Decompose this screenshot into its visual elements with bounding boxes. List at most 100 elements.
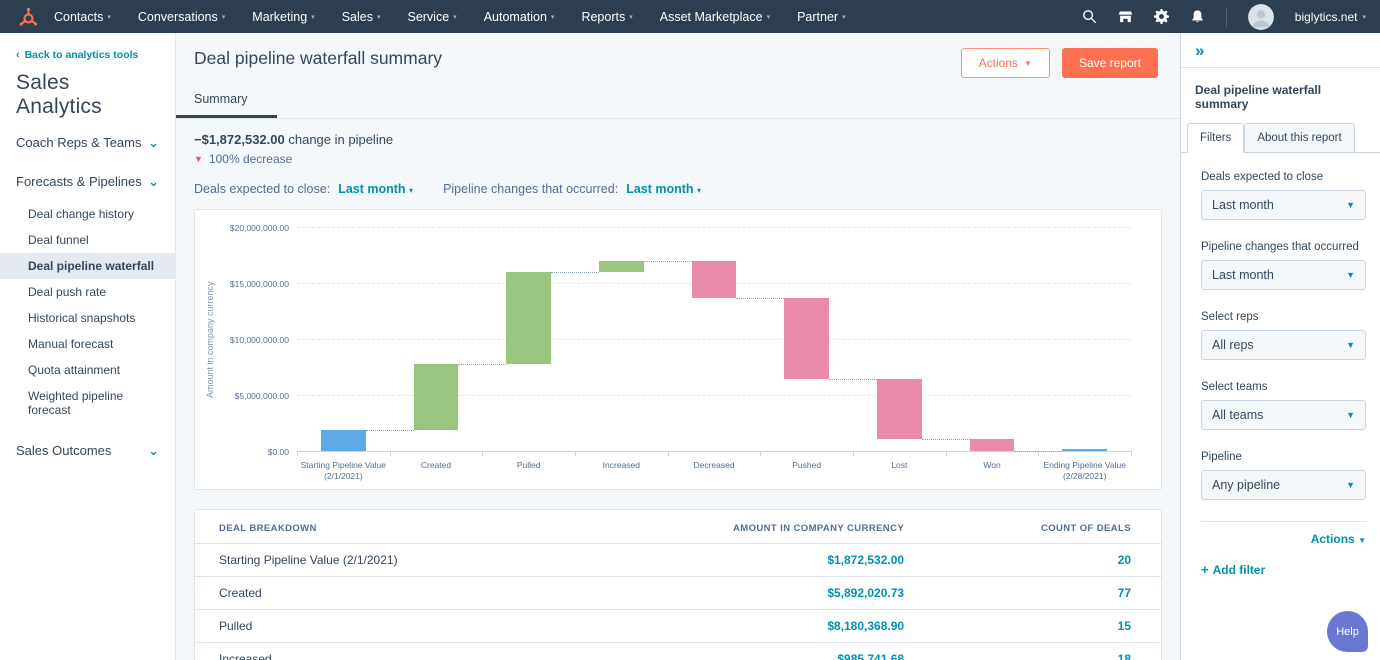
waterfall-bar-starting-pipeline-value-2-1-2021[interactable] bbox=[321, 430, 366, 451]
sidebar-item-quota-attainment[interactable]: Quota attainment bbox=[28, 363, 121, 377]
count-link[interactable]: 18 bbox=[1117, 652, 1131, 660]
amount-link[interactable]: $985,741.68 bbox=[837, 652, 905, 660]
pipeline-change-amount: −$1,872,532.00 bbox=[194, 132, 285, 147]
sidebar-item-historical-snapshots[interactable]: Historical snapshots bbox=[28, 311, 136, 325]
nav-item-partner[interactable]: Partner ▾ bbox=[797, 10, 846, 24]
count-link[interactable]: 77 bbox=[1117, 586, 1131, 600]
pipeline-changes-dropdown[interactable]: Last month ▾ bbox=[626, 182, 702, 196]
amount-link[interactable]: $1,872,532.00 bbox=[827, 553, 905, 567]
collapse-panel-icon[interactable]: » bbox=[1195, 41, 1205, 60]
amount-link[interactable]: $5,892,020.73 bbox=[827, 586, 905, 600]
decrease-arrow-icon: ▼ bbox=[194, 154, 203, 164]
sidebar-sections: Coach Reps & Teams ⌄ Forecasts & Pipelines… bbox=[0, 125, 175, 468]
table-row-increased: Increased $985,741.68 18 bbox=[195, 642, 1161, 660]
help-button[interactable]: Help bbox=[1327, 611, 1368, 652]
dropdown-value: Last month bbox=[1212, 268, 1274, 282]
account-name: biglytics.net bbox=[1294, 9, 1358, 24]
row-label: Starting Pipeline Value (2/1/2021) bbox=[195, 543, 557, 577]
chevron-down-icon: ▾ bbox=[409, 186, 414, 195]
chevron-down-icon: ▼ bbox=[1346, 480, 1355, 490]
waterfall-bar-decreased[interactable] bbox=[691, 261, 737, 298]
waterfall-bar-pushed[interactable] bbox=[784, 297, 829, 380]
filter-dropdown-select-teams[interactable]: All teams ▼ bbox=[1201, 400, 1366, 430]
table-row-pulled: Pulled $8,180,368.90 15 bbox=[195, 609, 1161, 643]
sidebar-item-deal-funnel[interactable]: Deal funnel bbox=[28, 233, 89, 247]
nav-item-marketing[interactable]: Marketing ▾ bbox=[252, 10, 314, 24]
tab-about-this-report[interactable]: About this report bbox=[1244, 123, 1355, 153]
sidebar-item-weighted-pipeline-forecast[interactable]: Weighted pipeline forecast bbox=[28, 389, 124, 417]
account-menu[interactable]: biglytics.net ▾ bbox=[1295, 10, 1366, 24]
filter-field-pipeline-changes-that-occurred: Pipeline changes that occurred Last month… bbox=[1201, 241, 1366, 290]
report-tabs: Summary bbox=[176, 92, 1180, 119]
tab-summary[interactable]: Summary bbox=[176, 92, 278, 118]
y-tick-label: $15,000,000.00 bbox=[229, 279, 289, 289]
count-link[interactable]: 20 bbox=[1117, 553, 1131, 567]
nav-item-reports[interactable]: Reports ▾ bbox=[581, 10, 632, 24]
panel-fields: Deals expected to close Last month ▼ Pipeli… bbox=[1201, 171, 1366, 500]
filter-field-label: Pipeline changes that occurred bbox=[1201, 241, 1359, 253]
nav-item-label: Conversations bbox=[137, 9, 218, 24]
filter-field-label: Deals expected to close bbox=[1201, 171, 1324, 183]
filters-panel: » Deal pipeline waterfall summary Filter… bbox=[1180, 33, 1380, 660]
filter-dropdown-select-reps[interactable]: All reps ▼ bbox=[1201, 330, 1366, 360]
x-axis-tick bbox=[1038, 451, 1040, 456]
sidebar-section-toggle-coach-reps-teams[interactable]: Coach Reps & Teams ⌄ bbox=[0, 125, 175, 160]
nav-item-conversations[interactable]: Conversations ▾ bbox=[138, 10, 225, 24]
deals-expected-dropdown[interactable]: Last month ▾ bbox=[338, 182, 414, 196]
nav-item-automation[interactable]: Automation ▾ bbox=[484, 10, 555, 24]
save-report-button[interactable]: Save report bbox=[1061, 48, 1158, 78]
sidebar-item-deal-change-history[interactable]: Deal change history bbox=[28, 207, 135, 221]
sidebar-item-deal-pipeline-waterfall[interactable]: Deal pipeline waterfall bbox=[0, 253, 175, 279]
sidebar-item-manual-forecast[interactable]: Manual forecast bbox=[28, 337, 114, 351]
tab-filters[interactable]: Filters bbox=[1187, 123, 1245, 153]
analytics-sidebar: ‹ Back to analytics tools Sales Analytic… bbox=[0, 33, 176, 660]
hubspot-logo-icon[interactable] bbox=[14, 5, 40, 29]
sidebar-item-deal-push-rate[interactable]: Deal push rate bbox=[28, 285, 107, 299]
nav-right-cluster: biglytics.net ▾ bbox=[1082, 3, 1366, 30]
chevron-down-icon: ▾ bbox=[453, 13, 457, 21]
chevron-down-icon: ▾ bbox=[311, 13, 315, 21]
x-axis-label-won: Won bbox=[983, 460, 1001, 470]
waterfall-bar-created[interactable] bbox=[413, 364, 459, 431]
nav-item-service[interactable]: Service ▾ bbox=[407, 10, 456, 24]
avatar[interactable] bbox=[1247, 3, 1274, 30]
search-icon[interactable] bbox=[1082, 9, 1097, 24]
nav-item-sales[interactable]: Sales ▾ bbox=[342, 10, 381, 24]
marketplace-icon[interactable] bbox=[1118, 9, 1133, 24]
x-axis-tick bbox=[574, 451, 576, 456]
filter-dropdown-deals-expected-to-close[interactable]: Last month ▼ bbox=[1201, 190, 1366, 220]
settings-gear-icon[interactable] bbox=[1153, 9, 1169, 24]
count-link[interactable]: 15 bbox=[1117, 619, 1131, 633]
chevron-down-icon: ▾ bbox=[1362, 13, 1366, 21]
nav-item-contacts[interactable]: Contacts ▾ bbox=[54, 10, 111, 24]
actions-button[interactable]: Actions ▼ bbox=[960, 48, 1050, 78]
back-to-analytics-link[interactable]: ‹ Back to analytics tools bbox=[16, 49, 139, 61]
sidebar-section-toggle-sales-outcomes[interactable]: Sales Outcomes ⌄ bbox=[0, 433, 175, 468]
filter-dropdown-pipeline[interactable]: Any pipeline ▼ bbox=[1201, 470, 1366, 500]
sidebar-section-toggle-forecasts-pipelines[interactable]: Forecasts & Pipelines ⌄ bbox=[0, 164, 175, 199]
waterfall-bar-increased[interactable] bbox=[599, 261, 644, 273]
delta-text: 100% decrease bbox=[208, 152, 293, 166]
waterfall-bar-won[interactable] bbox=[969, 439, 1015, 451]
x-axis-label-pushed: Pushed bbox=[792, 460, 822, 470]
waterfall-bar-lost[interactable] bbox=[877, 379, 922, 440]
waterfall-bar-ending-pipeline-value-2-28-2021[interactable] bbox=[1062, 448, 1107, 451]
notifications-bell-icon[interactable] bbox=[1190, 9, 1205, 24]
x-axis-label-ending-pipeline-value: Ending Pipeline Value (2/28/2021) bbox=[1043, 460, 1126, 482]
filter-field-deals-expected-to-close: Deals expected to close Last month ▼ bbox=[1201, 171, 1366, 220]
nav-item-asset-marketplace[interactable]: Asset Marketplace ▾ bbox=[660, 10, 770, 24]
filter-field-label: Pipeline bbox=[1201, 451, 1242, 463]
amount-link[interactable]: $8,180,368.90 bbox=[827, 619, 905, 633]
filter-dropdown-pipeline-changes-that-occurred[interactable]: Last month ▼ bbox=[1201, 260, 1366, 290]
waterfall-connector bbox=[458, 364, 507, 366]
back-caret-icon: ‹ bbox=[16, 49, 20, 61]
waterfall-bar-pulled[interactable] bbox=[506, 272, 551, 365]
add-filter-button[interactable]: + Add filter bbox=[1201, 562, 1266, 577]
x-axis-label-decreased: Decreased bbox=[693, 460, 735, 470]
waterfall-plot bbox=[297, 227, 1132, 456]
y-axis-title: Amount in company currency bbox=[205, 281, 215, 399]
chevron-down-icon: ▾ bbox=[550, 13, 555, 21]
x-axis-label-lost: Lost bbox=[891, 460, 908, 470]
x-axis-label-increased: Increased bbox=[602, 460, 641, 470]
panel-actions-menu[interactable]: Actions ▼ bbox=[1310, 532, 1366, 546]
